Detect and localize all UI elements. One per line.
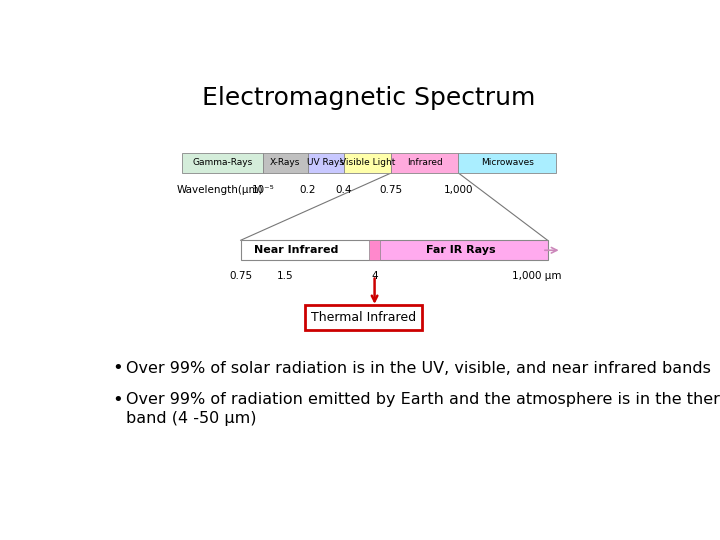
Text: Far IR Rays: Far IR Rays bbox=[426, 245, 496, 255]
FancyBboxPatch shape bbox=[369, 240, 380, 260]
FancyBboxPatch shape bbox=[344, 153, 392, 173]
FancyBboxPatch shape bbox=[459, 153, 556, 173]
Text: 1,000 μm: 1,000 μm bbox=[512, 271, 561, 281]
FancyBboxPatch shape bbox=[374, 240, 547, 260]
Text: 0.75: 0.75 bbox=[229, 271, 252, 281]
FancyBboxPatch shape bbox=[392, 153, 459, 173]
Text: Infrared: Infrared bbox=[407, 158, 443, 167]
Text: Thermal Infrared: Thermal Infrared bbox=[311, 310, 416, 323]
Text: •: • bbox=[112, 390, 123, 409]
Text: 0.4: 0.4 bbox=[336, 185, 352, 194]
Text: Gamma-Rays: Gamma-Rays bbox=[192, 158, 253, 167]
Text: 0.75: 0.75 bbox=[379, 185, 403, 194]
Text: Microwaves: Microwaves bbox=[481, 158, 534, 167]
FancyBboxPatch shape bbox=[263, 153, 307, 173]
Text: Near Infrared: Near Infrared bbox=[254, 245, 338, 255]
FancyBboxPatch shape bbox=[182, 153, 263, 173]
FancyBboxPatch shape bbox=[307, 153, 344, 173]
FancyBboxPatch shape bbox=[240, 240, 374, 260]
Text: 10⁻⁵: 10⁻⁵ bbox=[251, 185, 274, 194]
Text: X-Rays: X-Rays bbox=[270, 158, 300, 167]
Text: UV Rays: UV Rays bbox=[307, 158, 344, 167]
Text: 1.5: 1.5 bbox=[277, 271, 294, 281]
Text: 1,000: 1,000 bbox=[444, 185, 473, 194]
Text: Electromagnetic Spectrum: Electromagnetic Spectrum bbox=[202, 86, 536, 110]
FancyBboxPatch shape bbox=[305, 305, 422, 329]
Text: 4: 4 bbox=[372, 271, 378, 281]
Text: band (4 -50 μm): band (4 -50 μm) bbox=[126, 411, 257, 426]
Text: Over 99% of radiation emitted by Earth and the atmosphere is in the thermal IR: Over 99% of radiation emitted by Earth a… bbox=[126, 392, 720, 407]
Text: •: • bbox=[112, 359, 123, 377]
Text: Visible Light: Visible Light bbox=[340, 158, 395, 167]
Text: Wavelength(μm): Wavelength(μm) bbox=[176, 185, 263, 194]
Text: 0.2: 0.2 bbox=[300, 185, 316, 194]
Text: Over 99% of solar radiation is in the UV, visible, and near infrared bands: Over 99% of solar radiation is in the UV… bbox=[126, 361, 711, 376]
